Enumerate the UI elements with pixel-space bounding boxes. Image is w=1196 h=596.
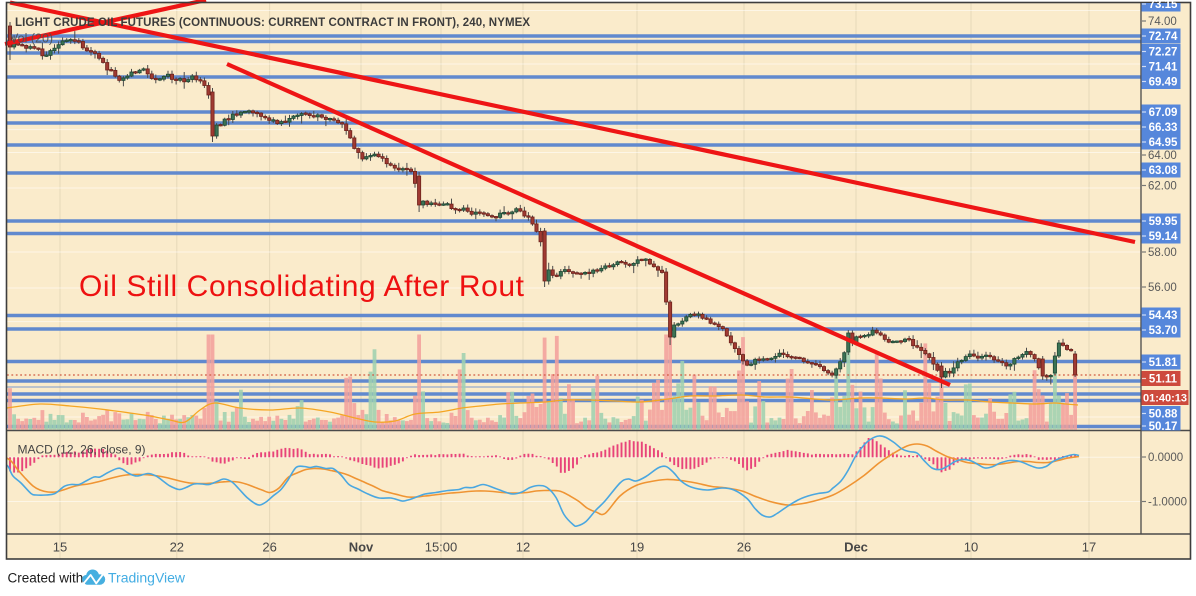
svg-text:73.15: 73.15 <box>1149 0 1178 11</box>
svg-text:MACD (12, 26, close, 9): MACD (12, 26, close, 9) <box>18 443 146 457</box>
svg-text:-1.0000: -1.0000 <box>1148 497 1187 509</box>
svg-text:Oil Still Consolidating After: Oil Still Consolidating After Rout <box>79 270 525 303</box>
svg-text:0.0000: 0.0000 <box>1148 452 1183 464</box>
svg-text:63.08: 63.08 <box>1149 165 1178 177</box>
svg-text:51.81: 51.81 <box>1149 357 1178 369</box>
svg-text:69.49: 69.49 <box>1149 77 1178 89</box>
svg-text:72.74: 72.74 <box>1149 31 1178 43</box>
svg-text:26: 26 <box>737 540 751 555</box>
svg-text:51.11: 51.11 <box>1149 374 1178 386</box>
svg-text:66.33: 66.33 <box>1149 122 1178 134</box>
svg-text:74.00: 74.00 <box>1148 16 1177 28</box>
svg-text:72.27: 72.27 <box>1149 47 1178 59</box>
svg-text:50.88: 50.88 <box>1149 409 1178 421</box>
svg-text:59.14: 59.14 <box>1149 231 1178 243</box>
svg-text:10: 10 <box>964 540 978 555</box>
svg-text:Dec: Dec <box>844 540 868 555</box>
svg-text:19: 19 <box>630 540 644 555</box>
svg-text:LIGHT CRUDE OIL FUTURES (CONTI: LIGHT CRUDE OIL FUTURES (CONTINUOUS: CUR… <box>15 17 530 29</box>
svg-text:58.00: 58.00 <box>1148 247 1177 259</box>
svg-text:62.00: 62.00 <box>1148 181 1177 193</box>
svg-text:59.95: 59.95 <box>1149 216 1178 228</box>
svg-text:15:00: 15:00 <box>425 540 458 555</box>
svg-text:50.17: 50.17 <box>1149 421 1178 433</box>
svg-text:Nov: Nov <box>349 540 374 555</box>
svg-text:15: 15 <box>53 540 67 555</box>
svg-text:Created with: Created with <box>8 571 84 586</box>
svg-text:53.70: 53.70 <box>1149 325 1178 337</box>
svg-text:64.00: 64.00 <box>1148 150 1177 162</box>
svg-text:26: 26 <box>262 540 276 555</box>
svg-text:56.00: 56.00 <box>1148 282 1177 294</box>
svg-text:22: 22 <box>170 540 184 555</box>
svg-text:Vol (20): Vol (20) <box>10 32 53 46</box>
svg-text:12: 12 <box>516 540 530 555</box>
svg-text:17: 17 <box>1082 540 1096 555</box>
svg-text:01:40:13: 01:40:13 <box>1143 393 1187 405</box>
svg-text:71.41: 71.41 <box>1149 62 1178 74</box>
svg-text:TradingView: TradingView <box>108 570 186 586</box>
svg-text:64.95: 64.95 <box>1149 137 1178 149</box>
svg-text:54.43: 54.43 <box>1149 310 1178 322</box>
svg-text:67.09: 67.09 <box>1149 107 1178 119</box>
